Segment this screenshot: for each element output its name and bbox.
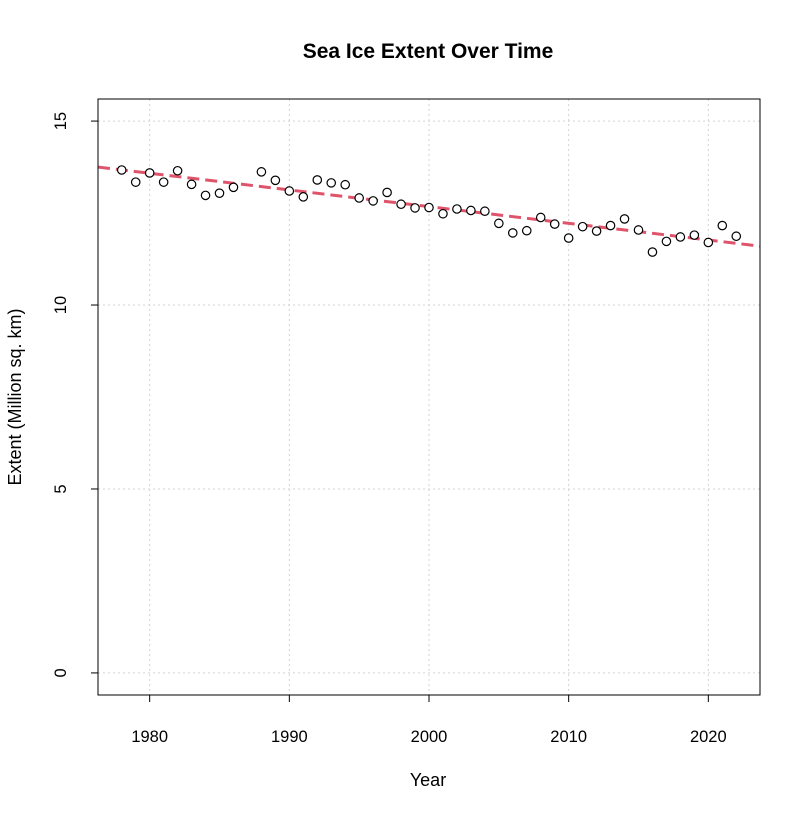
data-point (340, 179, 351, 190)
data-point (507, 228, 518, 238)
data-point (312, 175, 323, 185)
data-point (591, 226, 602, 236)
data-point (284, 186, 295, 196)
data-point (619, 214, 630, 224)
grid-lines (98, 99, 760, 695)
data-point (270, 175, 281, 186)
data-point (703, 237, 714, 248)
data-point (424, 202, 434, 213)
x-tick-label: 2000 (411, 728, 448, 746)
y-tick-label: 0 (52, 668, 70, 677)
data-point (438, 208, 448, 219)
data-point (633, 225, 644, 235)
data-point (186, 179, 197, 190)
y-tick-label: 10 (52, 296, 70, 314)
data-point (689, 230, 700, 240)
x-axis-label: Year (410, 770, 446, 790)
chart-title: Sea Ice Extent Over Time (303, 40, 554, 63)
x-tick-label: 2020 (690, 728, 727, 746)
y-tick-label: 15 (52, 112, 70, 130)
data-point (577, 221, 588, 232)
data-point (214, 188, 225, 198)
data-point (494, 218, 504, 229)
y-axis-label: Extent (Million sq. km) (5, 308, 25, 485)
data-point (717, 220, 728, 231)
x-tick-label: 2010 (550, 728, 587, 746)
data-point (535, 212, 546, 223)
data-point (480, 206, 490, 217)
data-point (116, 165, 127, 175)
y-axis: 0 5 10 15 (52, 112, 98, 678)
data-point (172, 165, 183, 176)
x-axis: 1980 1990 2000 2010 2020 (131, 695, 727, 746)
data-point (452, 204, 462, 214)
data-point (396, 199, 406, 210)
data-point (605, 220, 616, 231)
data-point (731, 231, 742, 242)
data-point (647, 247, 658, 257)
data-point (158, 177, 169, 187)
x-tick-label: 1980 (131, 728, 168, 746)
data-point (368, 196, 378, 206)
data-point (563, 233, 574, 243)
data-points (116, 165, 742, 257)
data-point (326, 178, 337, 188)
data-point (228, 182, 239, 193)
data-point (144, 168, 155, 178)
data-point (675, 232, 686, 242)
data-point (466, 205, 476, 216)
data-point (354, 193, 364, 203)
data-point (521, 225, 532, 236)
data-point (298, 192, 309, 202)
data-point (130, 177, 141, 187)
data-point (549, 219, 560, 229)
data-point (410, 203, 420, 213)
data-point (256, 167, 267, 177)
y-tick-label: 5 (52, 484, 70, 493)
data-point (382, 187, 392, 198)
x-tick-label: 1990 (271, 728, 308, 746)
data-point (200, 190, 211, 201)
data-point (661, 236, 672, 247)
